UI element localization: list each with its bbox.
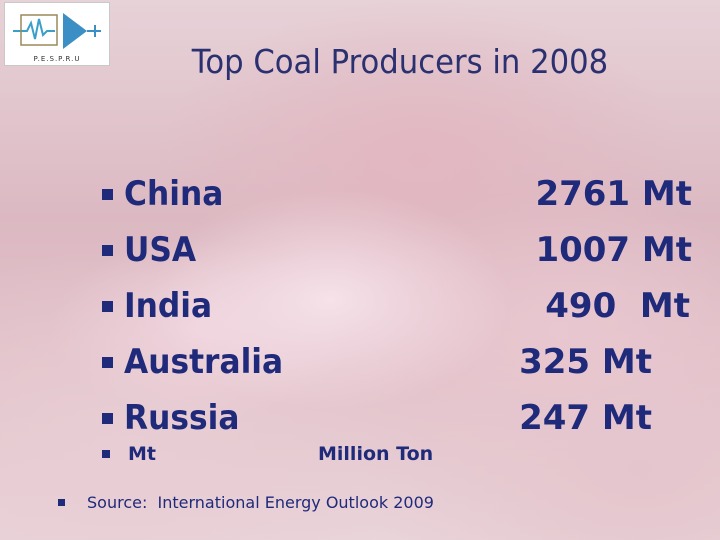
list-item: India xyxy=(102,278,297,334)
list-item: Australia xyxy=(102,334,297,390)
value-row: 2761 Mt xyxy=(519,166,692,222)
country-name: Russia xyxy=(124,398,240,438)
production-value: 247 Mt xyxy=(519,398,652,438)
bullet-square-icon xyxy=(102,450,110,458)
slide-title: Top Coal Producers in 2008 xyxy=(191,42,609,81)
production-value: 1007 Mt xyxy=(535,230,692,270)
logo-icon xyxy=(13,13,101,49)
production-value: 2761 Mt xyxy=(535,174,692,214)
value-row: 490 Mt xyxy=(519,278,692,334)
unit-legend: Mt xyxy=(102,440,156,468)
country-name: Australia xyxy=(124,342,284,382)
value-row: 325 Mt xyxy=(519,334,692,390)
bullet-square-icon xyxy=(102,412,113,424)
list-item: Russia xyxy=(102,390,297,446)
value-row: 247 Mt xyxy=(519,390,692,446)
country-name: China xyxy=(124,174,224,214)
logo-text: P.E.S.P.R.U xyxy=(33,55,81,63)
logo: P.E.S.P.R.U xyxy=(4,2,110,66)
source-text: Source: International Energy Outlook 200… xyxy=(87,492,434,512)
list-item: China xyxy=(102,166,297,222)
country-name: India xyxy=(124,286,213,326)
source-note: Source: International Energy Outlook 200… xyxy=(58,490,434,514)
production-value: 325 Mt xyxy=(519,342,652,382)
country-list: China USA India Australia Russia xyxy=(102,166,297,446)
list-item: USA xyxy=(102,222,297,278)
bullet-square-icon xyxy=(102,300,113,312)
bullet-square-icon xyxy=(58,498,65,506)
unit-term: Mt xyxy=(128,443,156,465)
bullet-square-icon xyxy=(102,356,113,368)
unit-definition: Million Ton xyxy=(318,443,434,465)
country-name: USA xyxy=(124,230,197,270)
production-value: 490 Mt xyxy=(545,286,690,326)
value-row: 1007 Mt xyxy=(519,222,692,278)
bullet-square-icon xyxy=(102,244,113,256)
production-values: 2761 Mt 1007 Mt 490 Mt 325 Mt 247 Mt xyxy=(519,166,692,446)
bullet-square-icon xyxy=(102,188,113,200)
